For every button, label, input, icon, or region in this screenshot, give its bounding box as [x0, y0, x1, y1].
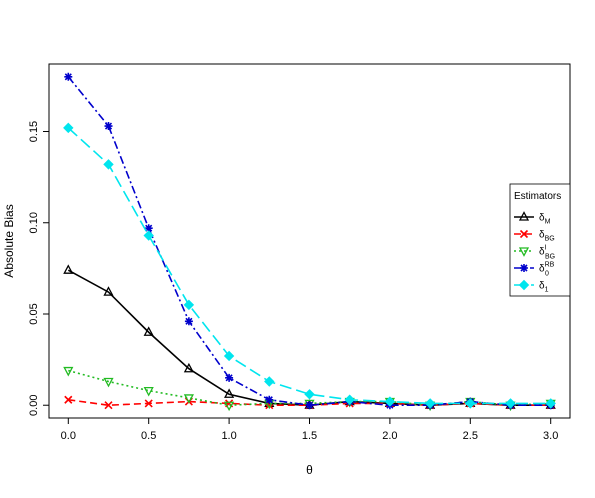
data-point	[225, 373, 234, 382]
y-axis-title: Absolute Bias	[2, 204, 16, 277]
y-tick-label: 0.15	[28, 121, 40, 142]
legend-entry: δRB 0	[514, 262, 555, 278]
data-point	[264, 376, 275, 387]
data-point	[384, 396, 396, 407]
series-4	[63, 122, 556, 409]
legend-title: Estimators	[514, 191, 561, 202]
data-point	[183, 299, 195, 311]
data-point	[103, 286, 114, 296]
y-tick-label: 0.05	[28, 303, 40, 324]
data-point	[183, 394, 194, 404]
legend-label: δBG	[539, 230, 555, 243]
data-point	[223, 350, 235, 362]
x-axis: 0.0 0.5 1.0 1.5 2.0 2.5 3.0	[61, 417, 558, 442]
legend-entry: δM	[514, 211, 551, 226]
series-line	[67, 127, 551, 405]
data-point	[144, 399, 153, 408]
x-tick-label: 0.5	[141, 430, 156, 442]
x-tick-label: 0.0	[61, 430, 76, 442]
x-tick-label: 3.0	[543, 430, 558, 442]
plot-frame	[48, 63, 571, 419]
legend-label: δM	[539, 213, 551, 226]
data-point	[424, 398, 436, 409]
legend-marker	[518, 211, 530, 221]
data-point	[304, 389, 315, 400]
x-axis-title: θ	[306, 463, 313, 477]
data-point	[144, 224, 153, 233]
data-point	[344, 394, 355, 405]
legend-entry: δ1	[514, 279, 549, 294]
data-point	[63, 122, 74, 134]
legend-marker	[520, 264, 528, 272]
data-point	[143, 326, 154, 336]
data-point	[143, 386, 154, 397]
data-point	[143, 230, 154, 241]
data-point	[104, 401, 113, 410]
legend-label: δ1	[539, 281, 549, 294]
legend-label: δI BG	[539, 245, 555, 261]
legend-marker	[518, 279, 530, 291]
data-point	[64, 72, 73, 81]
series-layer	[63, 72, 556, 412]
data-point	[465, 398, 476, 409]
series-line	[67, 269, 551, 407]
data-point	[183, 362, 194, 373]
data-point	[104, 122, 113, 131]
data-point	[545, 398, 556, 409]
data-point	[103, 377, 114, 388]
legend-label: δRB 0	[539, 262, 555, 278]
x-tick-label: 2.0	[382, 430, 397, 442]
data-point	[224, 401, 235, 412]
legend-entry: δI BG	[514, 245, 555, 261]
legend-box	[509, 183, 571, 297]
data-point	[505, 398, 516, 409]
data-point	[103, 159, 114, 170]
data-point	[64, 395, 73, 404]
x-tick-label: 1.5	[302, 430, 317, 442]
legend-entry: δBG	[514, 230, 555, 243]
legend-marker	[518, 247, 530, 257]
y-axis: 0.00 0.05 0.10 0.15	[28, 121, 50, 416]
data-point	[184, 317, 193, 326]
data-point	[265, 395, 274, 404]
y-tick-label: 0.10	[28, 212, 40, 233]
series-3	[64, 72, 555, 410]
legend-marker	[519, 229, 529, 239]
data-point	[63, 264, 74, 274]
x-tick-label: 2.5	[463, 430, 478, 442]
y-tick-label: 0.00	[28, 395, 40, 416]
series-0	[63, 264, 556, 409]
data-point	[305, 401, 314, 410]
data-point	[224, 388, 235, 398]
series-line	[67, 76, 551, 407]
data-point	[63, 366, 74, 377]
x-tick-label: 1.0	[221, 430, 236, 442]
